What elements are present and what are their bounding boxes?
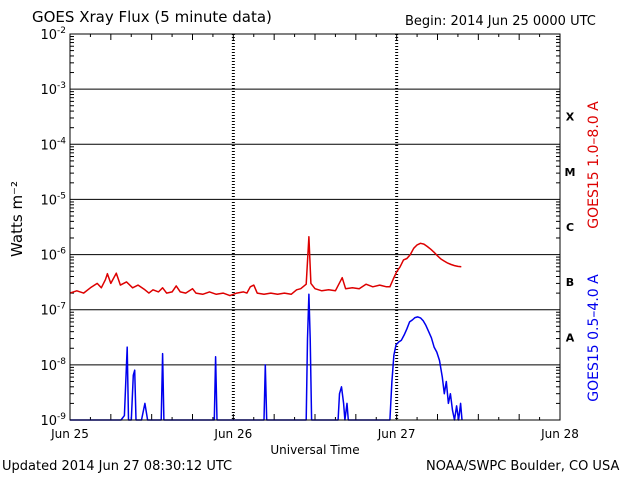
y-tick-label: 10-8 <box>40 357 66 374</box>
legend-short-channel: GOES15 0.5–4.0 A <box>586 274 602 402</box>
series-layer <box>69 236 463 421</box>
series-line-short <box>70 293 463 421</box>
series-line-long <box>69 236 462 297</box>
x-tick-label: Jun 26 <box>213 427 252 441</box>
y-axis-label: Watts m⁻² <box>8 181 26 257</box>
x-tick-labels: Jun 25 Jun 26 Jun 27 Jun 28 <box>50 427 579 441</box>
x-tick-label: Jun 27 <box>377 427 416 441</box>
y-tick-label: 10-4 <box>40 136 66 153</box>
y-tick-label: 10-7 <box>40 302 66 319</box>
y-tick-label: 10-5 <box>40 191 66 208</box>
legend-long-channel: GOES15 1.0–8.0 A <box>586 101 602 229</box>
y-tick-label: 10-2 <box>40 26 66 43</box>
flare-class-label: A <box>566 331 575 344</box>
y-tick-labels: 10-9 10-8 10-7 10-6 10-5 10-4 10-3 10-2 <box>40 26 66 429</box>
credit-label: NOAA/SWPC Boulder, CO USA <box>426 459 620 474</box>
flare-class-label: B <box>566 276 574 289</box>
grid-layer <box>69 34 561 420</box>
y-tick-label: 10-6 <box>40 247 66 264</box>
begin-time-label: Begin: 2014 Jun 25 0000 UTC <box>405 14 596 29</box>
y-tick-label: 10-3 <box>40 81 66 98</box>
flare-class-label: X <box>566 111 575 124</box>
plot-frame <box>69 33 561 421</box>
y-tick-label: 10-9 <box>40 412 66 429</box>
chart-title: GOES Xray Flux (5 minute data) <box>32 8 272 26</box>
x-tick-label: Jun 28 <box>540 427 579 441</box>
flare-class-label: M <box>565 166 576 179</box>
x-tick-label: Jun 25 <box>50 427 89 441</box>
x-axis-label: Universal Time <box>270 443 359 457</box>
flare-class-labels: A B C M X <box>565 111 576 345</box>
updated-timestamp: Updated 2014 Jun 27 08:30:12 UTC <box>2 459 233 474</box>
flare-class-label: C <box>566 221 574 234</box>
